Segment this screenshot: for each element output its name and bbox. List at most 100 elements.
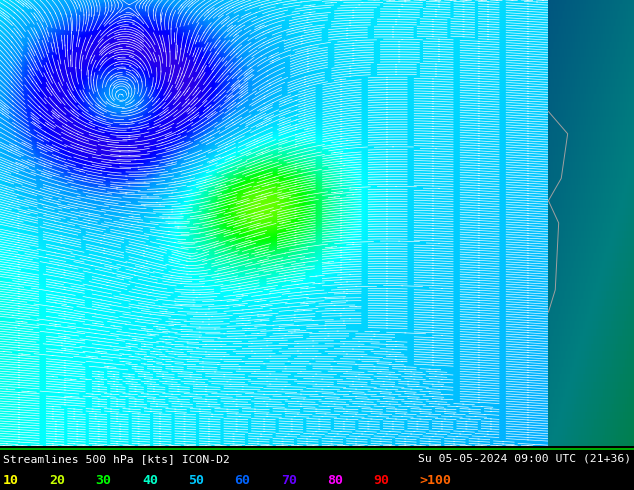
FancyArrowPatch shape	[195, 86, 196, 88]
FancyArrowPatch shape	[77, 118, 78, 119]
FancyArrowPatch shape	[236, 30, 237, 31]
FancyArrowPatch shape	[113, 56, 114, 57]
FancyArrowPatch shape	[222, 73, 223, 74]
FancyArrowPatch shape	[254, 135, 256, 136]
FancyArrowPatch shape	[182, 6, 183, 7]
FancyArrowPatch shape	[15, 145, 16, 146]
FancyArrowPatch shape	[70, 94, 71, 95]
FancyArrowPatch shape	[108, 72, 109, 73]
FancyArrowPatch shape	[241, 6, 242, 7]
FancyArrowPatch shape	[250, 5, 251, 6]
FancyArrowPatch shape	[233, 84, 234, 85]
FancyArrowPatch shape	[262, 153, 264, 154]
FancyArrowPatch shape	[174, 97, 175, 98]
FancyArrowPatch shape	[11, 164, 12, 165]
FancyArrowPatch shape	[11, 52, 12, 53]
FancyArrowPatch shape	[196, 11, 197, 12]
FancyArrowPatch shape	[45, 131, 46, 132]
FancyArrowPatch shape	[256, 12, 257, 13]
FancyArrowPatch shape	[217, 53, 219, 54]
FancyArrowPatch shape	[12, 31, 13, 32]
FancyArrowPatch shape	[27, 131, 28, 132]
FancyArrowPatch shape	[4, 18, 6, 19]
FancyArrowPatch shape	[230, 157, 231, 158]
FancyArrowPatch shape	[212, 71, 213, 72]
FancyArrowPatch shape	[94, 120, 95, 121]
FancyArrowPatch shape	[16, 159, 17, 160]
Text: 10: 10	[3, 474, 19, 487]
FancyArrowPatch shape	[198, 100, 200, 101]
FancyArrowPatch shape	[66, 96, 67, 97]
FancyArrowPatch shape	[261, 118, 262, 119]
FancyArrowPatch shape	[55, 109, 56, 110]
FancyArrowPatch shape	[265, 147, 267, 148]
FancyArrowPatch shape	[107, 99, 108, 100]
FancyArrowPatch shape	[235, 34, 236, 35]
FancyArrowPatch shape	[225, 147, 226, 148]
FancyArrowPatch shape	[226, 144, 228, 145]
FancyArrowPatch shape	[34, 123, 36, 124]
FancyArrowPatch shape	[253, 161, 255, 162]
FancyArrowPatch shape	[51, 91, 52, 92]
FancyArrowPatch shape	[214, 65, 215, 66]
FancyArrowPatch shape	[39, 106, 40, 107]
FancyArrowPatch shape	[234, 124, 235, 125]
FancyArrowPatch shape	[144, 3, 145, 4]
FancyArrowPatch shape	[16, 164, 18, 165]
FancyArrowPatch shape	[205, 116, 207, 117]
Text: 80: 80	[327, 474, 343, 487]
FancyArrowPatch shape	[262, 20, 263, 21]
FancyArrowPatch shape	[231, 120, 233, 121]
FancyArrowPatch shape	[139, 67, 140, 68]
FancyArrowPatch shape	[10, 149, 11, 150]
FancyArrowPatch shape	[42, 137, 43, 138]
Text: Streamlines 500 hPa [kts] ICON-D2: Streamlines 500 hPa [kts] ICON-D2	[3, 454, 230, 464]
FancyArrowPatch shape	[171, 142, 172, 143]
FancyArrowPatch shape	[53, 113, 54, 114]
FancyArrowPatch shape	[191, 2, 193, 3]
FancyArrowPatch shape	[51, 161, 52, 162]
FancyArrowPatch shape	[266, 47, 268, 48]
FancyArrowPatch shape	[14, 12, 15, 13]
FancyArrowPatch shape	[140, 63, 141, 64]
FancyArrowPatch shape	[88, 103, 89, 104]
Text: 50: 50	[188, 474, 204, 487]
FancyArrowPatch shape	[177, 146, 178, 147]
FancyArrowPatch shape	[187, 91, 188, 92]
FancyArrowPatch shape	[11, 36, 13, 37]
FancyArrowPatch shape	[15, 131, 16, 132]
FancyArrowPatch shape	[269, 83, 270, 84]
FancyArrowPatch shape	[195, 117, 196, 118]
FancyArrowPatch shape	[232, 159, 233, 160]
FancyArrowPatch shape	[263, 42, 264, 43]
Text: 60: 60	[235, 474, 250, 487]
FancyArrowPatch shape	[236, 74, 237, 75]
FancyArrowPatch shape	[141, 42, 142, 43]
FancyArrowPatch shape	[33, 114, 34, 115]
FancyArrowPatch shape	[264, 103, 265, 104]
FancyArrowPatch shape	[138, 27, 139, 28]
FancyArrowPatch shape	[165, 138, 167, 139]
FancyArrowPatch shape	[178, 95, 179, 96]
FancyArrowPatch shape	[12, 96, 13, 97]
FancyArrowPatch shape	[246, 78, 247, 79]
FancyArrowPatch shape	[129, 85, 130, 86]
FancyArrowPatch shape	[44, 12, 45, 13]
FancyArrowPatch shape	[234, 51, 235, 52]
FancyArrowPatch shape	[35, 9, 36, 10]
FancyArrowPatch shape	[211, 114, 212, 115]
FancyArrowPatch shape	[18, 1, 19, 2]
FancyArrowPatch shape	[239, 81, 240, 82]
FancyArrowPatch shape	[13, 105, 14, 106]
FancyArrowPatch shape	[98, 105, 100, 106]
FancyArrowPatch shape	[181, 4, 182, 5]
FancyArrowPatch shape	[229, 114, 230, 115]
FancyArrowPatch shape	[131, 102, 132, 103]
FancyArrowPatch shape	[40, 116, 41, 117]
FancyArrowPatch shape	[66, 124, 67, 125]
FancyArrowPatch shape	[26, 3, 27, 4]
FancyArrowPatch shape	[34, 90, 35, 91]
FancyArrowPatch shape	[188, 103, 190, 104]
FancyArrowPatch shape	[215, 9, 216, 10]
FancyArrowPatch shape	[11, 47, 12, 48]
